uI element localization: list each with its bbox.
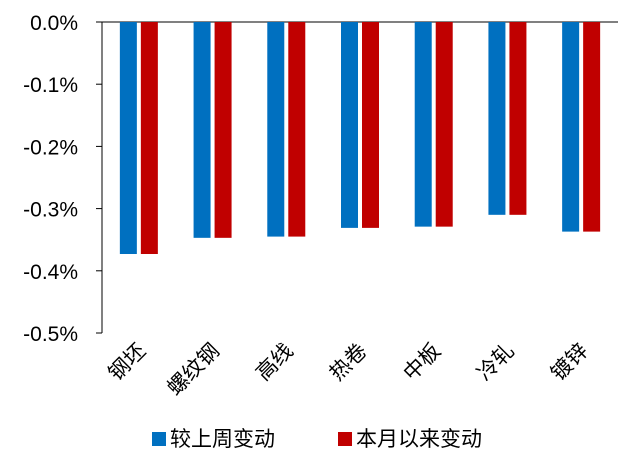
legend-label-series-2: 本月以来变动 <box>356 427 482 451</box>
y-tick-label: -0.4% <box>23 261 78 284</box>
x-category-label: 中板 <box>399 339 446 386</box>
y-tick-label: -0.1% <box>23 74 78 97</box>
bar-series-1 <box>119 22 137 255</box>
y-axis: 0.0% -0.1% -0.2% -0.3% -0.4% -0.5% <box>23 12 618 346</box>
y-tick-label: -0.3% <box>23 199 78 222</box>
legend-swatch-series-2 <box>338 432 352 446</box>
bar-series-1 <box>414 22 432 227</box>
x-category-label: 镀锌 <box>546 339 593 386</box>
y-tick-label: -0.5% <box>23 323 78 346</box>
x-category-label: 螺纹钢 <box>163 339 225 401</box>
bar-series-2 <box>140 22 158 255</box>
x-category-label: 钢坯 <box>104 339 151 386</box>
x-axis-labels: 钢坯 螺纹钢 高线 热卷 中板 冷轧 镀锌 <box>104 339 593 401</box>
bar-series-1 <box>193 22 211 238</box>
y-tick-label: -0.2% <box>23 136 78 159</box>
legend-swatch-series-1 <box>152 432 166 446</box>
bar-series-1 <box>341 22 358 228</box>
bar-series-2 <box>509 22 527 215</box>
bar-series-1 <box>562 22 580 232</box>
bar-series-2 <box>583 22 601 232</box>
bar-series-1 <box>267 22 285 237</box>
legend-label-series-1: 较上周变动 <box>170 427 275 451</box>
bar-series-1 <box>488 22 506 215</box>
x-category-label: 冷轧 <box>472 339 519 386</box>
bar-series-2 <box>214 22 232 238</box>
x-category-label: 高线 <box>251 339 298 386</box>
bar-series-2 <box>362 22 379 228</box>
x-category-label: 热卷 <box>325 339 372 386</box>
legend: 较上周变动 本月以来变动 <box>152 427 482 451</box>
bar-series-2 <box>435 22 453 227</box>
bar-series-2 <box>288 22 306 237</box>
y-tick-label: 0.0% <box>30 12 78 35</box>
bars <box>119 22 601 255</box>
